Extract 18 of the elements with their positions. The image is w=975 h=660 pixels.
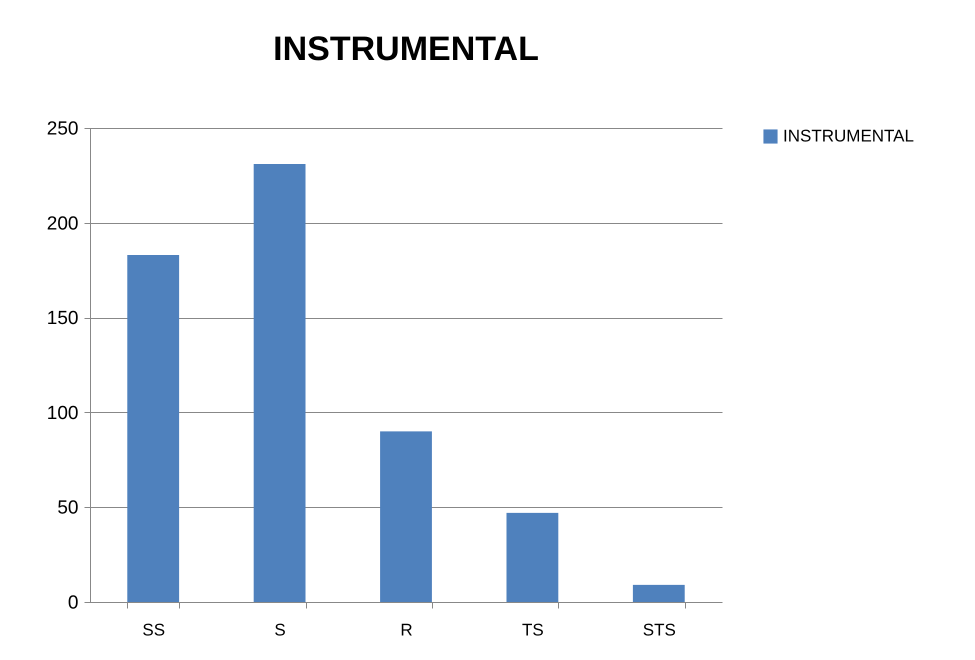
x-tick-label: STS — [642, 620, 676, 640]
bar — [380, 431, 432, 602]
x-tick-label: R — [400, 620, 413, 640]
chart-title: INSTRUMENTAL — [273, 30, 539, 68]
bar — [632, 584, 685, 602]
x-tick-label: SS — [142, 620, 166, 640]
y-tick-label: 200 — [46, 213, 78, 234]
bar — [506, 512, 558, 602]
y-tick-label: 100 — [46, 402, 78, 424]
y-tick-label: 150 — [46, 308, 78, 330]
x-tick-label: S — [274, 620, 286, 640]
y-tick-label: 250 — [46, 118, 78, 140]
legend-label: INSTRUMENTAL — [783, 126, 914, 146]
y-tick-label: 50 — [57, 498, 78, 519]
x-tick-label: TS — [522, 620, 544, 640]
y-tick-label: 0 — [68, 592, 78, 614]
bar — [127, 255, 180, 602]
bar — [254, 164, 306, 602]
